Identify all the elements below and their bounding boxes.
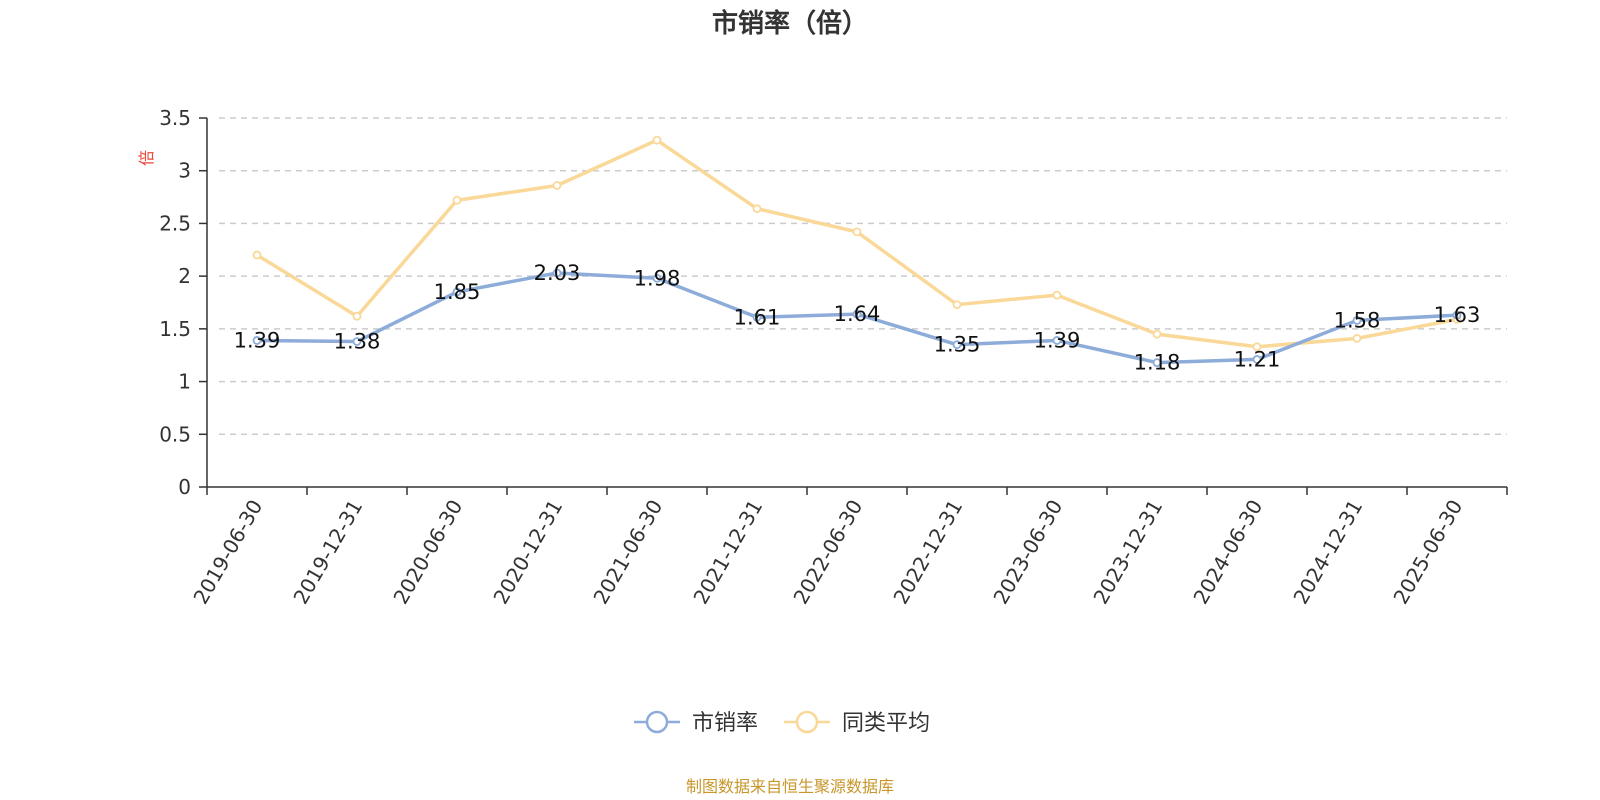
series-point[interactable]	[452, 287, 462, 297]
data-label: 1.18	[1134, 351, 1181, 375]
series-point[interactable]	[1252, 342, 1262, 352]
series-point[interactable]	[1252, 355, 1262, 364]
y-tick-label: 0.5	[159, 422, 191, 446]
series-point[interactable]	[852, 309, 862, 319]
legend-item[interactable]: 市销率	[634, 710, 758, 736]
x-tick-label: 2022-06-30	[788, 496, 867, 609]
y-tick-label: 1	[178, 370, 191, 394]
x-tick-label: 2024-12-31	[1288, 496, 1367, 609]
x-tick-label: 2019-12-31	[288, 496, 367, 609]
legend-item[interactable]: 同类平均	[784, 710, 930, 736]
data-label: 1.85	[434, 280, 481, 304]
x-tick-label: 2022-12-31	[888, 496, 967, 609]
series-point[interactable]	[352, 311, 362, 321]
series-point[interactable]	[652, 273, 662, 283]
data-label: 1.35	[934, 333, 981, 357]
series-point[interactable]	[1152, 329, 1162, 339]
y-tick-label: 2.5	[159, 211, 191, 235]
data-label: 1.64	[834, 302, 881, 326]
legend-label: 同类平均	[842, 711, 930, 736]
legend-marker-icon	[795, 710, 819, 734]
x-tick-label: 2024-06-30	[1188, 496, 1267, 609]
x-tick-label: 2023-12-31	[1088, 496, 1167, 609]
data-label: 2.03	[534, 261, 581, 285]
series-point[interactable]	[752, 312, 762, 322]
series-point[interactable]	[352, 337, 362, 346]
series-point[interactable]	[852, 227, 862, 237]
series-point[interactable]	[952, 340, 962, 350]
x-tick-label: 2020-12-31	[488, 496, 567, 609]
series-point[interactable]	[652, 135, 662, 145]
axes: 0 0.5 1 1.5 2 2.5 3 3.5 2019-06-30 2019-12-31 2020…	[159, 106, 1508, 609]
data-label: 1.39	[1034, 328, 1081, 352]
series-point[interactable]	[952, 300, 962, 310]
series-point[interactable]	[552, 181, 562, 190]
series-point[interactable]	[452, 195, 462, 205]
y-tick-label: 3.5	[159, 106, 191, 130]
grid-lines	[219, 117, 1507, 436]
y-axis-unit-label: 倍	[137, 150, 156, 166]
y-tick-label: 2	[178, 264, 191, 288]
chart-title: 市销率（倍）	[712, 8, 868, 39]
x-tick-label: 2020-06-30	[388, 496, 467, 609]
series-point[interactable]	[252, 336, 262, 345]
x-tick-label: 2019-06-30	[188, 496, 267, 609]
series-point[interactable]	[552, 268, 562, 278]
series-point[interactable]	[252, 250, 262, 260]
data-label: 1.38	[334, 330, 381, 354]
x-tick-label: 2021-12-31	[688, 496, 767, 609]
x-tick-label: 2021-06-30	[588, 496, 667, 609]
series-point[interactable]	[1452, 310, 1462, 320]
series-point[interactable]	[1052, 336, 1062, 345]
legend-marker-icon	[645, 710, 669, 734]
series-point[interactable]	[1152, 358, 1162, 367]
data-label: 1.21	[1234, 347, 1281, 371]
x-tick-label: 2025-06-30	[1388, 496, 1467, 609]
data-label: 1.39	[234, 328, 281, 352]
data-label: 1.63	[1434, 303, 1481, 327]
data-labels: 1.39 1.38 1.85 2.03 1.98 1.61 1.64 1.35 1.39 1.18…	[234, 261, 1481, 375]
y-tick-label: 1.5	[159, 317, 191, 341]
series-point[interactable]	[1352, 333, 1362, 343]
data-label: 1.98	[634, 266, 681, 290]
data-label: 1.61	[734, 305, 781, 329]
source-note: 制图数据来自恒生聚源数据库	[686, 777, 894, 796]
data-label: 1.58	[1334, 308, 1381, 332]
y-tick-label: 3	[178, 159, 191, 183]
legend-label: 市销率	[692, 711, 758, 736]
y-tick-label: 0	[178, 475, 191, 499]
x-tick-label: 2023-06-30	[988, 496, 1067, 609]
series-lines	[252, 135, 1462, 367]
series-point[interactable]	[1352, 316, 1362, 325]
series-point[interactable]	[752, 204, 762, 214]
series-point[interactable]	[1052, 290, 1062, 300]
legend[interactable]: 市销率 同类平均	[634, 710, 930, 736]
